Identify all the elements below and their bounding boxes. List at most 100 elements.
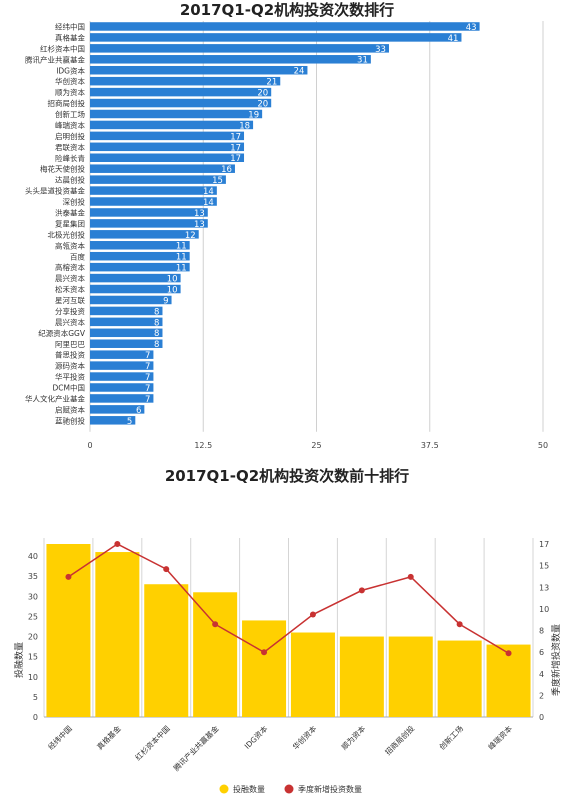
bar <box>90 65 308 75</box>
data-label: 17 <box>230 154 241 164</box>
data-label: 43 <box>466 23 477 33</box>
category-label: 启明创投 <box>55 131 85 141</box>
bar <box>90 208 208 217</box>
category-label: 经纬中国 <box>46 723 74 751</box>
category-label: 华创资本 <box>55 76 85 86</box>
category-label: 华平投资 <box>55 372 85 382</box>
data-label: 20 <box>257 89 268 99</box>
data-label: 5 <box>127 417 132 427</box>
y-tick-label: 30 <box>28 592 38 601</box>
bar <box>486 644 531 717</box>
bar <box>242 620 287 717</box>
bar <box>437 640 482 717</box>
category-label: 分享投资 <box>55 306 85 316</box>
chart-2-legend: 投融数量 季度新增投资数量 <box>219 784 362 794</box>
chart-1-category-labels: 经纬中国真格基金红杉资本中国腾讯产业共赢基金IDG资本华创资本顺为资本招商局创投… <box>25 22 86 426</box>
category-label: 招商局创投 <box>48 98 86 108</box>
category-label: 腾讯产业共赢基金 <box>171 723 221 773</box>
category-label: 峰瑞资本 <box>55 120 85 130</box>
y2-tick-label: 8 <box>539 627 544 636</box>
bar <box>90 44 389 53</box>
y-tick-label: 40 <box>28 552 38 561</box>
x-tick-label: 50 <box>538 441 548 450</box>
data-label: 21 <box>266 78 277 88</box>
category-label: 经纬中国 <box>55 22 85 32</box>
data-label: 19 <box>248 110 259 120</box>
data-label: 13 <box>194 220 205 230</box>
category-label: 创新工场 <box>55 109 85 119</box>
data-label: 17 <box>230 143 241 153</box>
category-label: 达晨创投 <box>55 175 85 185</box>
category-label: 华人文化产业基金 <box>25 393 85 403</box>
x-tick-label: 37.5 <box>421 441 439 450</box>
legend-swatch-line <box>284 784 294 794</box>
bar <box>144 584 189 717</box>
data-label: 8 <box>154 307 159 317</box>
legend-label-line: 季度新增投资数量 <box>298 784 362 794</box>
category-label: 深创投 <box>63 197 86 207</box>
legend-label-bars: 投融数量 <box>233 784 265 794</box>
category-label: 红杉资本中国 <box>40 43 85 53</box>
data-label: 11 <box>176 242 187 252</box>
category-label: 百度 <box>70 251 85 261</box>
y2-tick-label: 10 <box>539 605 549 614</box>
category-label: 君联资本 <box>55 142 85 152</box>
category-label: 头头是道投资基金 <box>25 186 85 196</box>
y2-tick-label: 17 <box>539 540 549 549</box>
chart-2-title: 2017Q1-Q2机构投资次数前十排行 <box>165 467 409 485</box>
category-label: 普思投资 <box>55 350 85 360</box>
line-point <box>407 573 414 580</box>
y2-tick-label: 4 <box>539 670 544 679</box>
bar <box>90 251 190 261</box>
category-label: 高榕资本 <box>55 262 85 272</box>
chart-2: 2017Q1-Q2机构投资次数前十排行 0 5 10 15 20 25 30 35 40 0 2 4… <box>13 467 562 794</box>
data-label: 12 <box>185 231 196 241</box>
data-label: 7 <box>145 395 150 405</box>
y-tick-label: 25 <box>28 612 38 621</box>
line-point <box>65 573 72 580</box>
category-label: 复星集团 <box>55 218 85 228</box>
bar <box>90 175 226 184</box>
bar <box>90 339 163 348</box>
chart-1-title: 2017Q1-Q2机构投资次数排行 <box>180 1 394 19</box>
category-label: 顺为资本 <box>339 723 368 752</box>
x-tick-label: 0 <box>87 441 92 450</box>
category-label: 纪源资本GGV <box>38 328 86 338</box>
line-point <box>456 621 463 628</box>
bar <box>90 350 154 359</box>
series-line <box>68 543 509 654</box>
y-tick-label: 5 <box>33 693 38 702</box>
chart-2-y-axis-title: 投融数量 <box>13 642 25 678</box>
bar <box>90 273 181 283</box>
data-label: 7 <box>145 362 150 372</box>
bar <box>90 394 154 403</box>
bar <box>90 109 263 119</box>
chart-1-x-axis: 0 12.5 25 37.5 50 <box>87 441 548 450</box>
bar <box>90 372 154 381</box>
category-label: 晨兴资本 <box>55 273 85 283</box>
bar <box>90 241 190 250</box>
bar <box>339 636 384 717</box>
x-tick-label: 25 <box>311 441 321 450</box>
category-label: 高瓴资本 <box>55 240 85 250</box>
data-label: 9 <box>163 296 168 306</box>
bar <box>90 76 281 86</box>
bar <box>90 33 462 42</box>
line-point <box>212 621 219 628</box>
bar <box>90 98 272 108</box>
bar <box>388 636 433 717</box>
data-label: 41 <box>448 34 459 44</box>
bar <box>90 164 235 173</box>
data-label: 11 <box>176 253 187 263</box>
data-label: 8 <box>154 318 159 328</box>
bar <box>290 632 335 717</box>
category-label: 真格基金 <box>94 723 123 752</box>
chart-2-y-axis-left: 0 5 10 15 20 25 30 35 40 <box>28 552 38 722</box>
y-tick-label: 10 <box>28 673 38 682</box>
category-label: 梅花天使创投 <box>40 164 85 174</box>
data-label: 7 <box>145 384 150 394</box>
chart-2-y2-axis-title: 季度新增投资数量 <box>550 624 562 696</box>
data-label: 10 <box>167 285 178 295</box>
data-label: 20 <box>257 100 268 110</box>
bar <box>90 87 272 97</box>
